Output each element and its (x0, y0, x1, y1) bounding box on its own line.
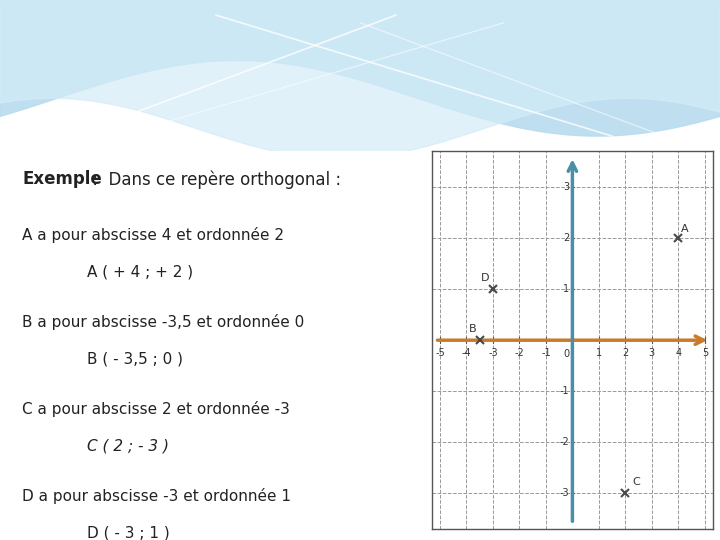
Text: -3: -3 (559, 489, 570, 498)
Text: -2: -2 (559, 437, 570, 447)
Text: D a pour abscisse -3 et ordonnée 1: D a pour abscisse -3 et ordonnée 1 (22, 488, 292, 504)
Text: -1: -1 (541, 348, 551, 358)
Text: :  Dans ce repère orthogonal :: : Dans ce repère orthogonal : (87, 170, 341, 188)
Text: A a pour abscisse 4 et ordonnée 2: A a pour abscisse 4 et ordonnée 2 (22, 227, 284, 243)
Text: -2: -2 (515, 348, 524, 358)
Text: C a pour abscisse 2 et ordonnée -3: C a pour abscisse 2 et ordonnée -3 (22, 401, 290, 417)
Text: C: C (632, 477, 640, 487)
Text: 1: 1 (563, 284, 570, 294)
Text: Exemple: Exemple (22, 170, 102, 188)
Text: C ( 2 ; - 3 ): C ( 2 ; - 3 ) (87, 438, 169, 454)
Text: A ( + 4 ; + 2 ): A ( + 4 ; + 2 ) (87, 265, 193, 280)
Text: 3: 3 (563, 182, 570, 192)
Text: 5: 5 (702, 348, 708, 358)
Text: 4: 4 (675, 348, 681, 358)
Text: 3: 3 (649, 348, 655, 358)
Text: -4: -4 (462, 348, 472, 358)
Text: B ( - 3,5 ; 0 ): B ( - 3,5 ; 0 ) (87, 352, 183, 367)
Text: 2: 2 (563, 233, 570, 243)
Text: -1: -1 (559, 386, 570, 396)
Text: -5: -5 (435, 348, 445, 358)
Text: A: A (681, 224, 688, 234)
Text: D: D (481, 273, 490, 283)
Text: -3: -3 (488, 348, 498, 358)
Text: D ( - 3 ; 1 ): D ( - 3 ; 1 ) (87, 525, 170, 540)
Text: 0: 0 (563, 349, 570, 360)
Text: B: B (469, 324, 477, 334)
Text: B a pour abscisse -3,5 et ordonnée 0: B a pour abscisse -3,5 et ordonnée 0 (22, 314, 305, 330)
Text: 2: 2 (622, 348, 629, 358)
Text: 1: 1 (596, 348, 602, 358)
